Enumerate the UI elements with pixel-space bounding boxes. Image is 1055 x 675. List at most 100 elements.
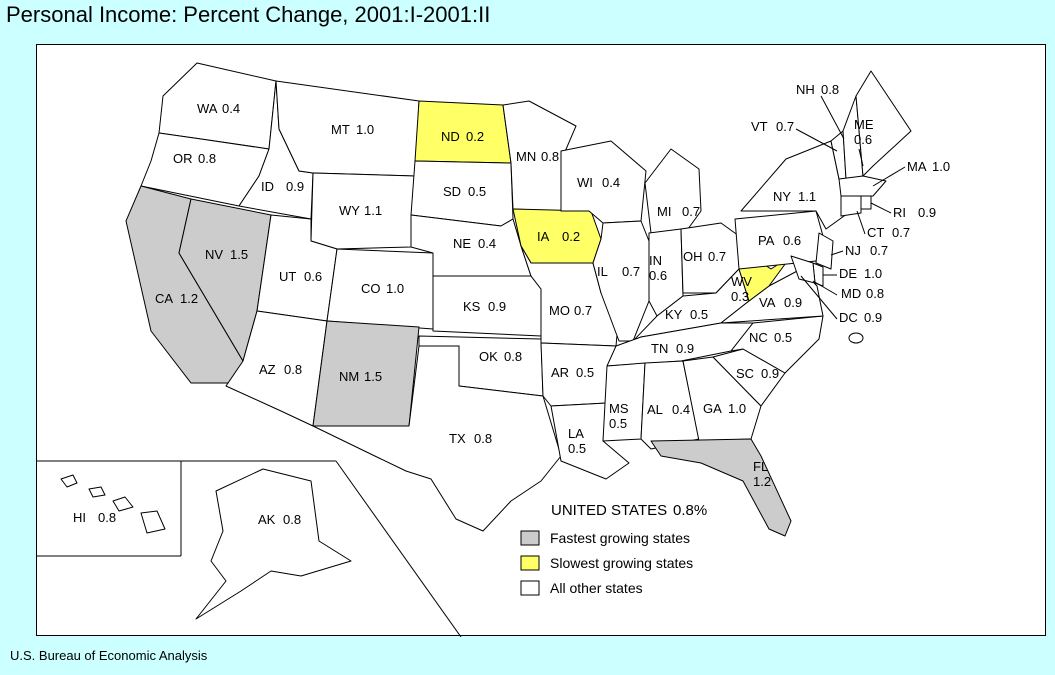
state-label-ny: NY bbox=[773, 189, 791, 204]
state-label-ca: CA bbox=[155, 291, 173, 306]
state-shape-md bbox=[790, 255, 816, 284]
state-value-wy: 1.1 bbox=[364, 203, 382, 218]
state-label-wv: WV bbox=[731, 274, 752, 289]
state-label-mn: MN bbox=[516, 149, 536, 164]
state-label-al: AL bbox=[647, 402, 663, 417]
state-label-in: IN bbox=[649, 253, 662, 268]
state-value-ok: 0.8 bbox=[504, 349, 522, 364]
state-shape-il bbox=[592, 220, 650, 342]
state-label-dc: DC bbox=[839, 310, 858, 325]
state-label-ut: UT bbox=[279, 269, 296, 284]
state-label-nj: NJ bbox=[845, 243, 861, 258]
state-value-va: 0.9 bbox=[784, 295, 802, 310]
state-value-ak: 0.8 bbox=[283, 512, 301, 527]
state-value-oh: 0.7 bbox=[708, 249, 726, 264]
state-label-nc: NC bbox=[749, 330, 768, 345]
state-label-ks: KS bbox=[463, 299, 481, 314]
state-value-nc: 0.5 bbox=[774, 330, 792, 345]
state-value-nv: 1.5 bbox=[230, 247, 248, 262]
state-value-id: 0.9 bbox=[286, 179, 304, 194]
state-value-al: 0.4 bbox=[672, 402, 690, 417]
states-layer bbox=[60, 62, 912, 620]
leader-line-0 bbox=[820, 95, 845, 140]
legend-swatch-fastest bbox=[520, 530, 540, 546]
state-label-il: IL bbox=[597, 264, 608, 279]
state-shape-ak bbox=[195, 468, 352, 620]
state-label-fl: FL bbox=[753, 459, 768, 474]
state-value-hi: 0.8 bbox=[98, 510, 116, 525]
state-label-vt: VT bbox=[751, 119, 768, 134]
state-label-de: DE bbox=[839, 266, 857, 281]
state-value-wv: 0.3 bbox=[731, 289, 749, 304]
leader-line-3 bbox=[872, 166, 906, 187]
state-label-hi: HI bbox=[73, 510, 86, 525]
national-label: UNITED STATES bbox=[551, 502, 667, 519]
state-shape-nc bbox=[730, 315, 824, 374]
state-value-sc: 0.9 bbox=[761, 366, 779, 381]
source-credit: U.S. Bureau of Economic Analysis bbox=[10, 648, 208, 663]
state-value-ky: 0.5 bbox=[690, 307, 708, 322]
state-value-ut: 0.6 bbox=[304, 269, 322, 284]
state-label-co: CO bbox=[361, 281, 381, 296]
us-map: WA 0.4 OR 0.8 CA 1.2 NV 1.5 ID 0.9 MT 1.0 WY 1.1 UT 0.6… bbox=[37, 62, 950, 637]
state-label-ms: MS bbox=[609, 401, 629, 416]
state-value-il: 0.7 bbox=[622, 264, 640, 279]
state-value-nj: 0.7 bbox=[870, 243, 888, 258]
state-label-nm: NM bbox=[339, 369, 359, 384]
state-value-ri: 0.9 bbox=[918, 205, 936, 220]
state-shape-ri bbox=[860, 195, 872, 210]
state-value-in: 0.6 bbox=[649, 268, 667, 283]
state-label-mi: MI bbox=[657, 204, 671, 219]
legend-swatch-other bbox=[520, 580, 540, 596]
state-label-tn: TN bbox=[651, 341, 668, 356]
state-label-az: AZ bbox=[259, 362, 276, 377]
legend-label-slowest: Slowest growing states bbox=[550, 555, 693, 571]
state-value-dc: 0.9 bbox=[864, 310, 882, 325]
state-value-vt: 0.7 bbox=[776, 119, 794, 134]
state-value-ar: 0.5 bbox=[576, 365, 594, 380]
state-value-ca: 1.2 bbox=[180, 291, 198, 306]
state-shape-ct bbox=[840, 195, 862, 217]
state-label-id: ID bbox=[261, 179, 274, 194]
state-label-ri: RI bbox=[893, 205, 906, 220]
leader-line-5 bbox=[856, 210, 866, 235]
state-label-nv: NV bbox=[205, 247, 223, 262]
state-shape-tx bbox=[312, 345, 562, 532]
leader-line-2 bbox=[858, 148, 864, 167]
legend-label-other: All other states bbox=[550, 580, 643, 596]
state-value-fl: 1.2 bbox=[753, 474, 771, 489]
state-value-nm: 1.5 bbox=[364, 369, 382, 384]
state-label-ky: KY bbox=[665, 307, 683, 322]
state-value-ia: 0.2 bbox=[562, 229, 580, 244]
leader-line-1 bbox=[795, 128, 838, 152]
state-label-oh: OH bbox=[683, 249, 703, 264]
state-label-wy: WY bbox=[339, 203, 360, 218]
state-value-az: 0.8 bbox=[284, 362, 302, 377]
state-value-ne: 0.4 bbox=[478, 236, 496, 251]
state-label-ok: OK bbox=[479, 349, 498, 364]
state-shape-nj bbox=[815, 232, 834, 270]
state-value-la: 0.5 bbox=[568, 441, 586, 456]
state-label-mo: MO bbox=[549, 303, 570, 318]
state-label-ar: AR bbox=[551, 365, 569, 380]
state-value-co: 1.0 bbox=[386, 281, 404, 296]
state-label-mt: MT bbox=[331, 122, 350, 137]
legend: UNITED STATES 0.8% Fastest growing state… bbox=[520, 502, 707, 596]
state-shape-wy bbox=[310, 172, 416, 250]
leader-line-4 bbox=[870, 202, 892, 214]
state-label-md: MD bbox=[841, 286, 861, 301]
state-value-ga: 1.0 bbox=[728, 401, 746, 416]
state-label-tx: TX bbox=[449, 431, 466, 446]
state-value-pa: 0.6 bbox=[783, 233, 801, 248]
inset-divider-diagonal bbox=[335, 460, 462, 637]
page-title: Personal Income: Percent Change, 2001:I-… bbox=[6, 2, 491, 27]
map-frame: WA 0.4 OR 0.8 CA 1.2 NV 1.5 ID 0.9 MT 1.0 WY 1.1 UT 0.6… bbox=[36, 44, 1046, 637]
state-label-or: OR bbox=[173, 151, 193, 166]
state-label-me: ME bbox=[854, 117, 874, 132]
state-label-nd: ND bbox=[441, 129, 460, 144]
state-label-sc: SC bbox=[736, 366, 754, 381]
state-label-wa: WA bbox=[197, 101, 218, 116]
dc-marker bbox=[848, 332, 864, 344]
state-label-ma: MA bbox=[907, 159, 927, 174]
state-shape-fl bbox=[650, 438, 792, 537]
